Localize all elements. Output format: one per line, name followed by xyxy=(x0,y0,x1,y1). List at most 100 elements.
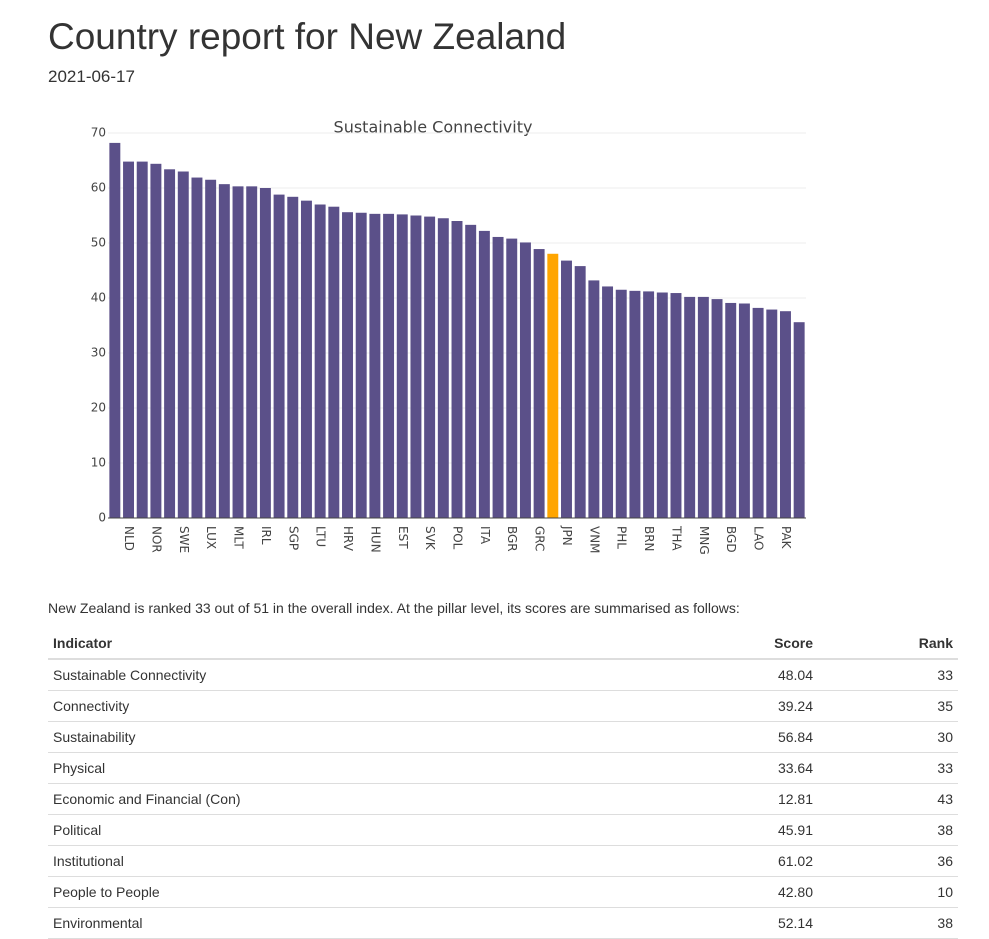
x-tick-label: SVK xyxy=(423,526,437,551)
x-tick-label: LUX xyxy=(204,526,218,549)
y-tick-label: 0 xyxy=(98,511,106,525)
bar xyxy=(766,309,778,518)
bar xyxy=(123,161,135,518)
x-tick-label: VNM xyxy=(587,526,601,554)
bar xyxy=(109,142,121,518)
table-cell: 30 xyxy=(818,721,958,753)
table-row: Political 45.91 38 xyxy=(48,814,958,846)
table-cell: 48.04 xyxy=(648,659,818,691)
bar xyxy=(602,286,614,518)
table-cell: Sustainable Connectivity xyxy=(48,659,648,691)
x-tick-label: GRC xyxy=(533,526,547,551)
column-header: Rank xyxy=(818,627,958,660)
table-cell: 33 xyxy=(818,752,958,784)
bar xyxy=(314,204,326,518)
bar xyxy=(615,289,627,518)
bar xyxy=(191,177,203,519)
bar xyxy=(738,303,750,518)
table-cell: Physical xyxy=(48,752,648,784)
bar xyxy=(136,161,148,518)
x-tick-label: NLD xyxy=(122,526,136,551)
bar xyxy=(684,296,696,518)
chart-title: Sustainable Connectivity xyxy=(334,118,533,137)
bar xyxy=(218,184,230,518)
x-tick-label: NOR xyxy=(149,526,163,553)
table-cell: 33 xyxy=(818,659,958,691)
bar xyxy=(711,299,723,518)
bar xyxy=(629,290,641,518)
table-cell: Political xyxy=(48,814,648,846)
table-row: Physical 33.64 33 xyxy=(48,752,958,784)
page-title: Country report for New Zealand xyxy=(48,16,567,57)
y-tick-label: 10 xyxy=(91,456,106,470)
table-cell: Sustainability xyxy=(48,721,648,753)
bar xyxy=(574,266,586,518)
bar xyxy=(779,311,791,518)
x-tick-label: HRV xyxy=(341,526,355,552)
bar xyxy=(355,212,367,518)
bar xyxy=(478,230,490,518)
bar xyxy=(506,238,518,518)
table-cell: 52.14 xyxy=(648,907,818,939)
table-cell: People to People xyxy=(48,876,648,908)
bar xyxy=(561,260,572,518)
y-tick-label: 60 xyxy=(91,181,106,195)
x-tick-label: SWE xyxy=(177,526,191,553)
bar xyxy=(232,186,244,518)
chart: Sustainable Connectivity 0 10 20 30 40 50 60 70… xyxy=(91,118,806,555)
x-tick-label: MLT xyxy=(232,526,246,549)
bar xyxy=(342,212,353,518)
table-cell: Connectivity xyxy=(48,690,648,722)
table-cell: 35 xyxy=(818,690,958,722)
table-cell: 10 xyxy=(818,876,958,908)
y-tick-label: 70 xyxy=(91,126,106,140)
bar xyxy=(164,169,176,519)
table-cell: 45.91 xyxy=(648,814,818,846)
x-tick-label: HUN xyxy=(368,526,382,553)
table-cell: 38 xyxy=(818,814,958,846)
bar xyxy=(533,249,545,519)
x-tick-label: PHL xyxy=(615,526,629,549)
bar xyxy=(697,296,709,518)
bar xyxy=(643,291,655,518)
bar xyxy=(410,215,422,518)
bar xyxy=(451,221,463,518)
table-cell: 42.80 xyxy=(648,876,818,908)
table-cell: 12.81 xyxy=(648,783,818,815)
table-cell: 36 xyxy=(818,845,958,877)
bar xyxy=(369,213,381,518)
bar xyxy=(424,216,436,518)
y-tick-label: 40 xyxy=(91,291,106,305)
bar xyxy=(492,236,504,518)
summary-text: New Zealand is ranked 33 out of 51 in th… xyxy=(48,600,740,616)
table-row: Connectivity 39.24 35 xyxy=(48,690,958,722)
table-row: Sustainability 56.84 30 xyxy=(48,721,958,753)
report-date: 2021-06-17 xyxy=(48,67,135,86)
table-cell: Institutional xyxy=(48,845,648,877)
table-row: Economic and Financial (Con) 12.81 43 xyxy=(48,783,958,815)
bar xyxy=(465,224,477,518)
x-tick-label: JPN xyxy=(560,525,574,546)
table-cell: 38 xyxy=(818,907,958,939)
bar xyxy=(437,218,449,518)
table-cell: 61.02 xyxy=(648,845,818,877)
x-tick-label: ITA xyxy=(478,526,492,545)
table-cell: 56.84 xyxy=(648,721,818,753)
x-tick-label: IRL xyxy=(259,526,273,545)
x-tick-label: BRN xyxy=(642,526,656,552)
bar xyxy=(588,280,600,518)
bar xyxy=(519,242,531,518)
bar xyxy=(656,292,668,518)
bar xyxy=(547,253,559,518)
bar xyxy=(670,293,682,518)
bar xyxy=(177,171,189,518)
table-row: People to People 42.80 10 xyxy=(48,876,958,908)
x-tick-label: LTU xyxy=(314,526,328,547)
column-header: Indicator xyxy=(48,627,648,660)
bar xyxy=(246,186,258,518)
table-cell: Environmental xyxy=(48,907,648,939)
x-tick-label: BGR xyxy=(505,526,519,552)
bar xyxy=(793,322,805,518)
table-row: Sustainable Connectivity 48.04 33 xyxy=(48,659,958,691)
